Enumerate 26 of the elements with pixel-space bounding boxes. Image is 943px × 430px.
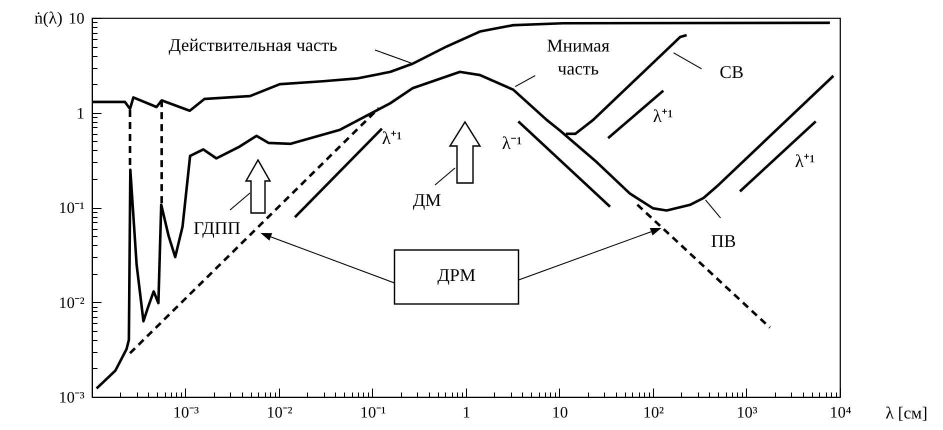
annotation: λ⁺¹ bbox=[382, 128, 402, 148]
annotation: λ⁻¹ bbox=[502, 133, 522, 154]
x-axis-title: λ [см] bbox=[885, 404, 928, 422]
y-tick-label: 10 bbox=[68, 10, 84, 28]
annotation: λ⁺¹ bbox=[652, 106, 674, 126]
y-tick-label: 10⁻³ bbox=[58, 390, 85, 406]
annotation: ДРМ bbox=[437, 265, 476, 286]
y-tick-label: 10⁻¹ bbox=[58, 200, 85, 217]
annotation: ГДПП bbox=[193, 218, 241, 238]
y-tick-label: 10⁻² bbox=[58, 294, 85, 312]
y-tick-label: 1 bbox=[76, 105, 84, 122]
annotation: λ⁺¹ bbox=[794, 151, 816, 172]
x-tick-label: 10 bbox=[552, 404, 568, 422]
x-tick-label: 10⁴ bbox=[830, 404, 852, 422]
annotation: ДМ bbox=[412, 190, 442, 210]
x-tick-label: 10⁻² bbox=[266, 404, 293, 422]
annotation: Мнимая часть bbox=[546, 36, 610, 79]
x-tick-label: 1 bbox=[462, 404, 470, 422]
x-tick-label: 10⁻¹ bbox=[360, 404, 386, 422]
x-tick-label: 10⁻³ bbox=[173, 404, 200, 422]
y-axis-title: ṅ(λ) bbox=[34, 8, 62, 28]
x-tick-label: 10² bbox=[643, 404, 664, 422]
annotation: Действительная часть bbox=[168, 35, 338, 56]
annotation: СВ bbox=[720, 62, 744, 82]
x-tick-label: 10³ bbox=[736, 404, 758, 422]
annotation: ПВ bbox=[711, 231, 736, 252]
